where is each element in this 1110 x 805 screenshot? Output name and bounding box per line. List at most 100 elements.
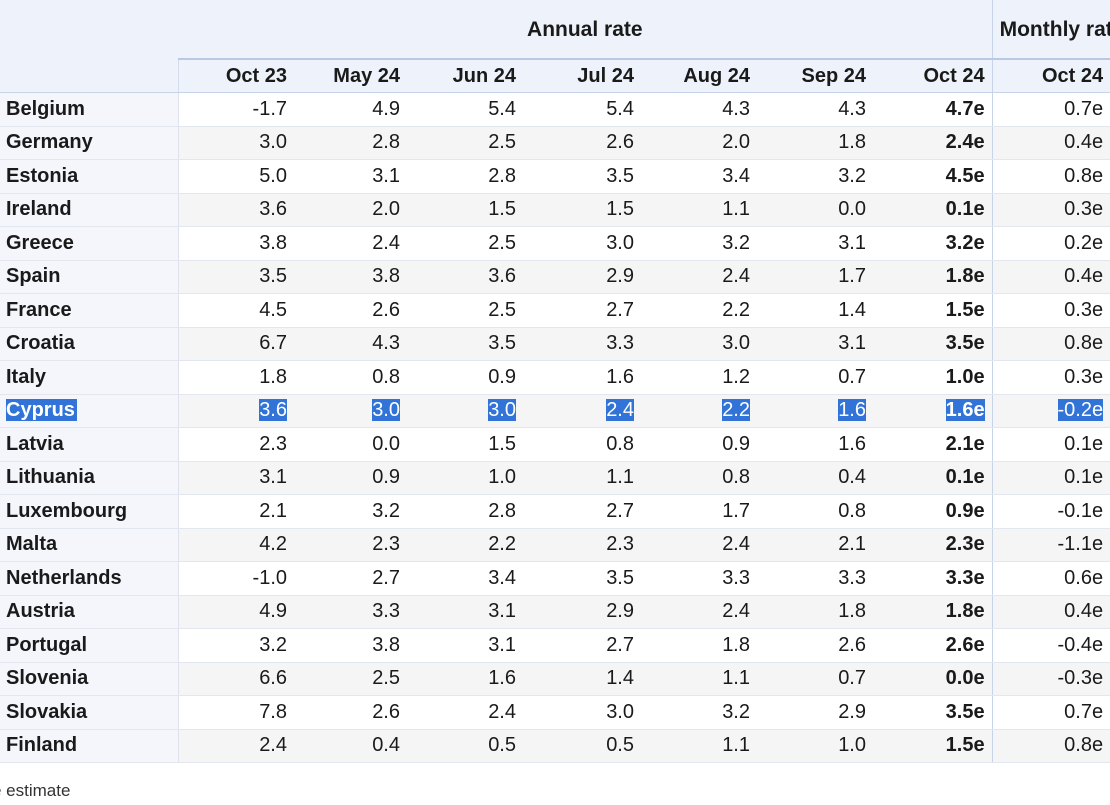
table-row[interactable]: Netherlands -1.0 2.7 3.4 3.5 3.3 3.3 3.3e 0.6e	[0, 561, 1110, 596]
value-cell[interactable]: 2.8	[294, 126, 407, 160]
value-cell[interactable]: 2.7	[523, 293, 641, 328]
value-cell[interactable]: -1.7	[177, 92, 294, 127]
value-cell[interactable]: 2.2	[407, 528, 523, 562]
value-cell[interactable]: 2.1e	[873, 427, 993, 462]
value-cell[interactable]: 2.4	[641, 595, 757, 629]
value-cell[interactable]: 1.5e	[873, 293, 993, 328]
value-cell[interactable]: 2.6e	[873, 628, 993, 663]
country-cell[interactable]: Spain	[0, 260, 178, 294]
value-cell[interactable]: 3.1	[757, 226, 873, 261]
value-cell[interactable]: 0.8e	[991, 159, 1110, 194]
value-cell[interactable]: 0.4e	[991, 126, 1110, 160]
table-row[interactable]: Ireland 3.6 2.0 1.5 1.5 1.1 0.0 0.1e 0.3e	[0, 193, 1110, 227]
value-cell[interactable]: 3.1	[757, 327, 873, 361]
value-cell[interactable]: 1.0	[407, 461, 523, 495]
table-row[interactable]: Italy 1.8 0.8 0.9 1.6 1.2 0.7 1.0e 0.3e	[0, 360, 1110, 395]
value-cell[interactable]: 3.5	[407, 327, 523, 361]
value-cell[interactable]: 3.8	[294, 260, 407, 294]
value-cell[interactable]: 3.3e	[873, 561, 993, 596]
value-cell[interactable]: -0.4e	[991, 628, 1110, 663]
value-cell[interactable]: 0.8	[523, 427, 641, 462]
country-cell[interactable]: Italy	[0, 360, 178, 395]
value-cell[interactable]: 1.1	[523, 461, 641, 495]
value-cell[interactable]: 1.8	[641, 628, 757, 663]
value-cell[interactable]: 3.5e	[873, 695, 993, 730]
value-cell[interactable]: 0.6e	[991, 561, 1110, 596]
value-cell[interactable]: 4.3	[294, 327, 407, 361]
value-cell[interactable]: 2.6	[294, 293, 407, 328]
value-cell[interactable]: 1.6e	[873, 394, 993, 428]
value-cell[interactable]: 3.2	[177, 628, 294, 663]
country-cell[interactable]: Slovakia	[0, 695, 178, 730]
value-cell[interactable]: 4.3	[641, 92, 757, 127]
value-cell[interactable]: 0.8	[294, 360, 407, 395]
value-cell[interactable]: 1.1	[641, 193, 757, 227]
value-cell[interactable]: 3.3	[294, 595, 407, 629]
value-cell[interactable]: 2.2	[641, 394, 757, 428]
table-row[interactable]: Slovakia 7.8 2.6 2.4 3.0 3.2 2.9 3.5e 0.7e	[0, 695, 1110, 730]
value-cell[interactable]: 2.7	[294, 561, 407, 596]
value-cell[interactable]: 0.8	[641, 461, 757, 495]
country-cell[interactable]: Belgium	[0, 92, 178, 127]
value-cell[interactable]: 1.0	[757, 729, 873, 763]
value-cell[interactable]: -0.1e	[991, 494, 1110, 529]
value-cell[interactable]: 1.8e	[873, 260, 993, 294]
value-cell[interactable]: 0.9	[641, 427, 757, 462]
table-row[interactable]: Belgium -1.7 4.9 5.4 5.4 4.3 4.3 4.7e 0.7e	[0, 92, 1110, 127]
value-cell[interactable]: 0.0	[294, 427, 407, 462]
value-cell[interactable]: 0.9	[407, 360, 523, 395]
value-cell[interactable]: 5.0	[177, 159, 294, 194]
table-row[interactable]: Latvia 2.3 0.0 1.5 0.8 0.9 1.6 2.1e 0.1e	[0, 427, 1110, 462]
country-cell[interactable]: Portugal	[0, 628, 178, 663]
country-cell[interactable]: Latvia	[0, 427, 178, 462]
value-cell[interactable]: 1.8e	[873, 595, 993, 629]
country-cell[interactable]: Cyprus	[0, 394, 178, 428]
value-cell[interactable]: 2.4e	[873, 126, 993, 160]
table-row[interactable]: Spain 3.5 3.8 3.6 2.9 2.4 1.7 1.8e 0.4e	[0, 260, 1110, 294]
country-cell[interactable]: France	[0, 293, 178, 328]
value-cell[interactable]: 1.6	[757, 394, 873, 428]
value-cell[interactable]: 3.0	[294, 394, 407, 428]
table-row[interactable]: Austria 4.9 3.3 3.1 2.9 2.4 1.8 1.8e 0.4e	[0, 595, 1110, 629]
country-cell[interactable]: Greece	[0, 226, 178, 261]
value-cell[interactable]: 1.7	[757, 260, 873, 294]
value-cell[interactable]: 0.4	[294, 729, 407, 763]
country-cell[interactable]: Germany	[0, 126, 178, 160]
value-cell[interactable]: 0.3e	[991, 193, 1110, 227]
value-cell[interactable]: 2.2	[641, 293, 757, 328]
value-cell[interactable]: 1.5	[407, 193, 523, 227]
value-cell[interactable]: 2.7	[523, 494, 641, 529]
value-cell[interactable]: 1.8	[757, 126, 873, 160]
value-cell[interactable]: 2.4	[177, 729, 294, 763]
value-cell[interactable]: 1.7	[641, 494, 757, 529]
value-cell[interactable]: 6.7	[177, 327, 294, 361]
value-cell[interactable]: 2.4	[641, 260, 757, 294]
value-cell[interactable]: 1.1	[641, 662, 757, 696]
value-cell[interactable]: 2.6	[294, 695, 407, 730]
table-row[interactable]: Estonia 5.0 3.1 2.8 3.5 3.4 3.2 4.5e 0.8e	[0, 159, 1110, 194]
value-cell[interactable]: 4.9	[294, 92, 407, 127]
country-cell[interactable]: Austria	[0, 595, 178, 629]
value-cell[interactable]: 0.4e	[991, 595, 1110, 629]
value-cell[interactable]: 4.7e	[873, 92, 993, 127]
value-cell[interactable]: 1.5e	[873, 729, 993, 763]
value-cell[interactable]: 0.9e	[873, 494, 993, 529]
value-cell[interactable]: 2.9	[757, 695, 873, 730]
value-cell[interactable]: 0.8	[757, 494, 873, 529]
value-cell[interactable]: 2.6	[757, 628, 873, 663]
value-cell[interactable]: 2.3	[294, 528, 407, 562]
value-cell[interactable]: 4.5e	[873, 159, 993, 194]
country-cell[interactable]: Malta	[0, 528, 178, 562]
value-cell[interactable]: 5.4	[407, 92, 523, 127]
value-cell[interactable]: 3.5	[523, 159, 641, 194]
value-cell[interactable]: -0.3e	[991, 662, 1110, 696]
value-cell[interactable]: 3.6	[177, 394, 294, 428]
country-cell[interactable]: Estonia	[0, 159, 178, 194]
table-row[interactable]: Malta 4.2 2.3 2.2 2.3 2.4 2.1 2.3e -1.1e	[0, 528, 1110, 562]
value-cell[interactable]: 2.3	[177, 427, 294, 462]
value-cell[interactable]: 1.4	[757, 293, 873, 328]
value-cell[interactable]: 2.4	[294, 226, 407, 261]
value-cell[interactable]: 2.0	[641, 126, 757, 160]
value-cell[interactable]: 0.5	[523, 729, 641, 763]
table-row[interactable]: Greece 3.8 2.4 2.5 3.0 3.2 3.1 3.2e 0.2e	[0, 226, 1110, 261]
